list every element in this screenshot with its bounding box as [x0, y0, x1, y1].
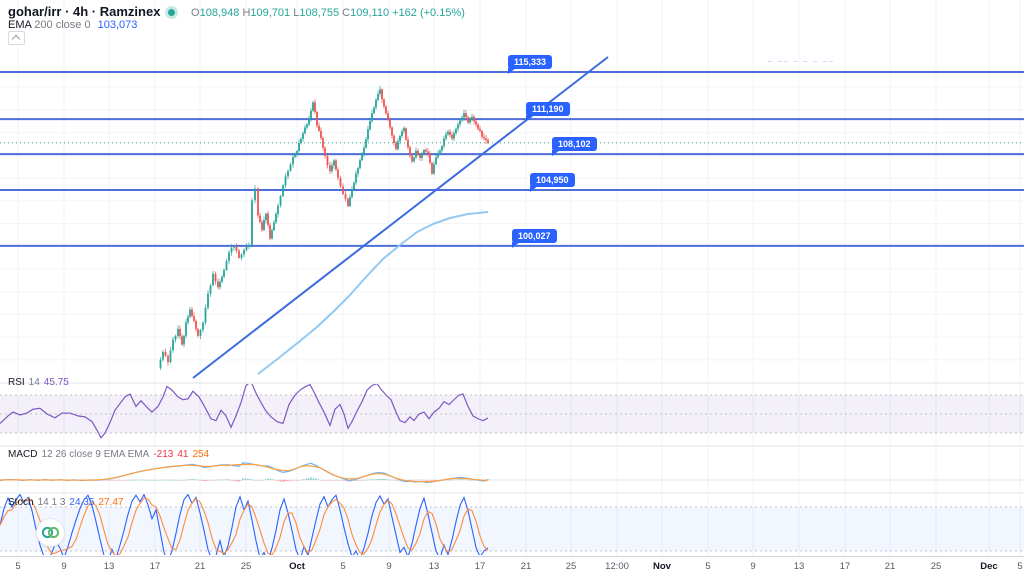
time-axis-label: 13 [103, 561, 115, 572]
high-label: H [242, 7, 251, 19]
time-axis-label: 17 [474, 561, 486, 572]
time-axis-label: Nov [653, 561, 671, 572]
candles-layer[interactable] [159, 85, 489, 371]
symbol-title[interactable]: gohar/irr · 4h · Ramzinex [8, 4, 161, 19]
ohlc-values: O108,948 H109,701 L108,755 C109,110 +162… [191, 7, 465, 19]
ema-params: 200 close 0 [34, 19, 91, 31]
time-axis-label: 25 [930, 561, 942, 572]
rsi-params: 14 [28, 377, 40, 388]
time-axis-label: 21 [520, 561, 532, 572]
stoch-legend[interactable]: Stoch 14 1 3 24.35 27.47 [8, 497, 127, 508]
stoch-d-value: 27.47 [98, 497, 124, 508]
macd-line-value: 41 [177, 449, 189, 460]
low-value: 108,755 [299, 7, 340, 19]
time-axis-label: 17 [839, 561, 851, 572]
time-axis-label: 9 [750, 561, 756, 572]
macd-hist-value: -213 [153, 449, 174, 460]
price-level-label[interactable]: 111,190 [526, 102, 570, 122]
time-axis-label: 5 [1017, 561, 1023, 572]
ema-name: EMA [8, 19, 32, 31]
collapse-legend-button[interactable] [8, 31, 25, 45]
exchange-logo-icon [41, 526, 60, 539]
rsi-line [0, 384, 489, 439]
ema-legend[interactable]: EMA 200 close 0 103,073 [8, 19, 137, 31]
price-level-label[interactable]: 100,027 [512, 228, 557, 248]
price-level-label[interactable]: 115,333 [508, 55, 553, 74]
time-axis-label: 17 [149, 561, 161, 572]
symbol-legend[interactable]: gohar/irr · 4h · Ramzinex O108,948 H109,… [8, 4, 465, 19]
time-axis[interactable]: 5 9 13 17 21 25 Oct 5 9 13 17 21 25 12:00 Nov 5 9 13 17 21 2… [0, 556, 1024, 577]
rsi-name: RSI [8, 377, 25, 388]
time-axis-label: 5 [15, 561, 21, 572]
time-axis-label: 5 [705, 561, 711, 572]
time-axis-label: 9 [61, 561, 67, 572]
macd-params: 12 26 close 9 EMA EMA [41, 449, 150, 460]
time-axis-label: 12:00 [605, 561, 629, 572]
low-label: L [293, 7, 300, 19]
change-value: +162 (+0.15%) [392, 7, 465, 19]
high-value: 109,701 [250, 7, 291, 19]
time-axis-label: 25 [565, 561, 577, 572]
faded-annotation-marks: ‒ ‒‒ ‒ ‒ ‒ ‒‒ [768, 58, 835, 65]
time-axis-label: 9 [386, 561, 392, 572]
close-value: 109,110 [350, 7, 390, 19]
macd-name: MACD [8, 449, 38, 460]
open-value: 108,948 [199, 7, 240, 19]
time-axis-label: 21 [194, 561, 206, 572]
open-label: O [191, 7, 200, 19]
macd-signal-value: 254 [192, 449, 210, 460]
close-label: C [342, 7, 351, 19]
stoch-params: 14 1 3 [37, 497, 66, 508]
rsi-legend[interactable]: RSI 14 45.75 [8, 377, 73, 388]
exchange-logo[interactable] [36, 518, 65, 547]
time-axis-label: 13 [428, 561, 440, 572]
stoch-k-value: 24.35 [69, 497, 95, 508]
price-level-label[interactable]: 104,950 [530, 172, 575, 192]
market-status-icon [168, 8, 176, 16]
time-axis-label: 25 [240, 561, 252, 572]
stoch-d-line [0, 497, 489, 555]
rsi-value: 45.75 [43, 377, 69, 388]
macd-signal-line [0, 463, 489, 483]
macd-legend[interactable]: MACD 12 26 close 9 EMA EMA -213 41 254 [8, 449, 213, 460]
stoch-band [0, 507, 1024, 551]
stoch-name: Stoch [8, 497, 34, 508]
time-axis-label: Oct [289, 561, 305, 572]
ema-value: 103,073 [97, 19, 138, 31]
ema-200-line[interactable] [257, 211, 489, 375]
chevron-up-icon [11, 34, 21, 44]
price-level-label[interactable]: 108,102 [552, 137, 597, 157]
time-axis-label: Dec [980, 561, 998, 572]
time-axis-label: 5 [340, 561, 346, 572]
time-axis-label: 21 [884, 561, 896, 572]
time-axis-label: 13 [793, 561, 805, 572]
